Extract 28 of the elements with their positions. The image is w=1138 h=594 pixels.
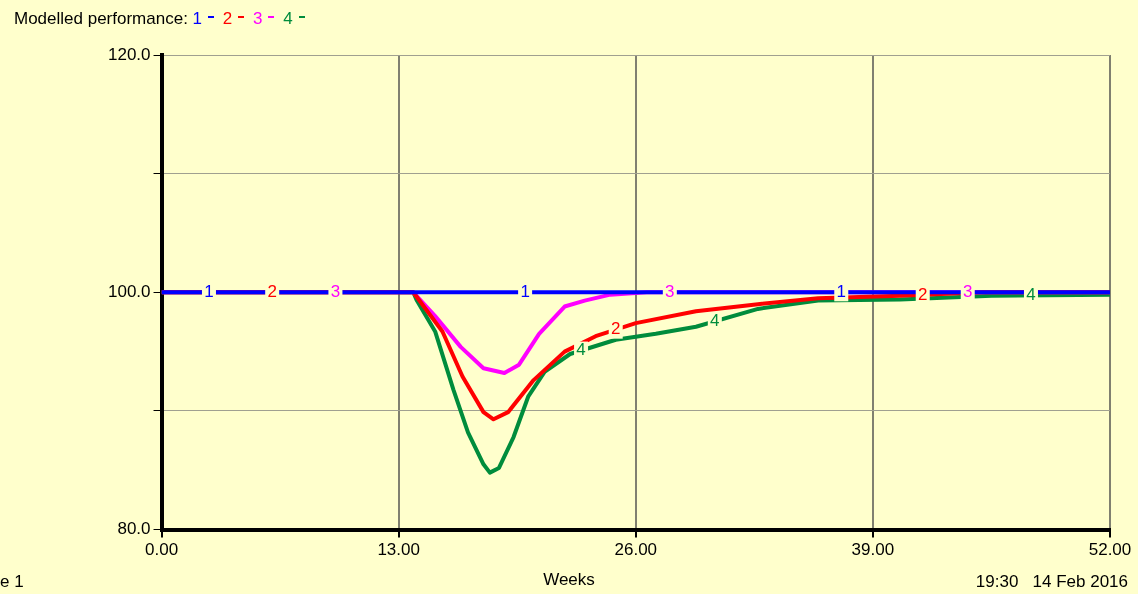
text: 4 bbox=[1026, 285, 1036, 305]
text: 1 bbox=[520, 281, 530, 301]
text: 2 bbox=[918, 284, 928, 304]
legend-label: 3 bbox=[251, 9, 263, 28]
text: 2 bbox=[267, 281, 277, 301]
x-tick-label: 13.00 bbox=[377, 540, 420, 560]
x-axis-title: Weeks bbox=[543, 570, 595, 589]
text: 3 bbox=[330, 281, 341, 301]
legend-label: 4 bbox=[282, 9, 293, 28]
x-tick-label: 39.00 bbox=[851, 540, 895, 560]
text: 1 bbox=[204, 281, 214, 301]
text: 19:30 14 Feb 2016 bbox=[975, 572, 1128, 592]
x-tick-label: 26.00 bbox=[614, 540, 658, 560]
text: 3 bbox=[665, 281, 675, 301]
legend-label: 2 bbox=[221, 9, 233, 28]
x-tick-label: 52.00 bbox=[1088, 540, 1132, 560]
chart-title: Modelled performance: bbox=[14, 9, 188, 28]
text: 2 bbox=[610, 319, 621, 339]
legend-label: 1 bbox=[191, 9, 203, 28]
text: 4 bbox=[576, 340, 586, 360]
y-tick-label: 120.0 bbox=[107, 44, 151, 64]
text: 4 bbox=[710, 310, 720, 330]
y-tick-label: 80.0 bbox=[117, 519, 151, 539]
x-tick-label: 0.00 bbox=[144, 540, 179, 560]
y-tick-label: 100.0 bbox=[107, 281, 151, 301]
text: 3 bbox=[963, 281, 973, 301]
text: 1 bbox=[836, 281, 846, 301]
text: e 1 bbox=[0, 572, 24, 592]
